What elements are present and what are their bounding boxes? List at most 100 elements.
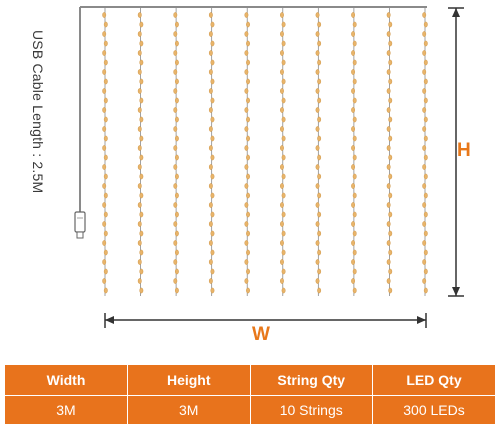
led-bulb: [138, 12, 141, 17]
led-string: [138, 7, 143, 296]
led-bulb: [246, 79, 249, 84]
led-bulb: [174, 240, 177, 245]
led-bulb: [423, 164, 426, 169]
led-bulb: [174, 259, 177, 264]
led-bulb: [389, 269, 392, 274]
led-bulb: [140, 288, 143, 293]
led-bulb: [424, 22, 427, 27]
led-bulb: [316, 164, 319, 169]
led-bulb: [245, 107, 248, 112]
led-bulb: [138, 145, 141, 150]
led-bulb: [317, 117, 320, 122]
led-bulb: [245, 164, 248, 169]
led-bulb: [175, 136, 178, 141]
led-bulb: [103, 145, 106, 150]
led-bulb: [316, 240, 319, 245]
led-bulb: [282, 155, 285, 160]
led-bulb: [175, 212, 178, 217]
led-bulb: [280, 278, 283, 283]
led-bulb: [245, 69, 248, 74]
led-bulb: [423, 126, 426, 131]
led-bulb: [317, 288, 320, 293]
led-bulb: [140, 174, 143, 179]
led-bulb: [423, 145, 426, 150]
led-bulb: [246, 269, 249, 274]
led-bulb: [103, 221, 106, 226]
led-bulb: [175, 117, 178, 122]
led-bulb: [353, 60, 356, 65]
led-bulb: [317, 136, 320, 141]
led-bulb: [138, 126, 141, 131]
led-bulb: [353, 269, 356, 274]
led-bulb: [316, 145, 319, 150]
led-bulb: [103, 126, 106, 131]
led-bulb: [104, 117, 107, 122]
led-bulb: [246, 174, 249, 179]
led-bulb: [209, 50, 212, 55]
led-bulb: [209, 126, 212, 131]
led-bulb: [104, 41, 107, 46]
led-bulb: [317, 174, 320, 179]
led-bulb: [175, 79, 178, 84]
led-bulb: [280, 50, 283, 55]
usb-plug-icon: [75, 212, 85, 238]
led-bulb: [104, 60, 107, 65]
led-bulb: [389, 193, 392, 198]
led-bulb: [245, 31, 248, 36]
led-bulb: [317, 212, 320, 217]
led-bulb: [316, 50, 319, 55]
led-bulb: [316, 31, 319, 36]
led-bulb: [174, 50, 177, 55]
led-string: [103, 7, 108, 296]
led-bulb: [104, 155, 107, 160]
led-bulb: [317, 155, 320, 160]
led-bulb: [351, 145, 354, 150]
led-bulb: [209, 183, 212, 188]
led-bulb: [351, 69, 354, 74]
led-bulb: [353, 155, 356, 160]
led-string: [280, 7, 285, 296]
usb-cable-length-text: USB Cable Length : 2.5M: [30, 30, 46, 193]
led-bulb: [138, 69, 141, 74]
led-bulb: [389, 60, 392, 65]
led-bulb: [246, 136, 249, 141]
led-bulb: [103, 107, 106, 112]
led-bulb: [245, 221, 248, 226]
led-bulb: [317, 231, 320, 236]
led-bulb: [282, 98, 285, 103]
led-bulb: [424, 117, 427, 122]
led-bulb: [104, 136, 107, 141]
led-bulb: [103, 88, 106, 93]
led-bulb: [317, 250, 320, 255]
led-bulb: [351, 88, 354, 93]
led-bulb: [209, 278, 212, 283]
led-bulb: [104, 193, 107, 198]
led-bulb: [387, 145, 390, 150]
led-bulb: [316, 202, 319, 207]
led-bulb: [316, 259, 319, 264]
led-bulb: [389, 212, 392, 217]
led-bulb: [389, 117, 392, 122]
led-bulb: [351, 183, 354, 188]
led-bulb: [138, 221, 141, 226]
led-bulb: [245, 50, 248, 55]
led-bulb: [387, 240, 390, 245]
led-bulb: [104, 231, 107, 236]
led-bulb: [174, 278, 177, 283]
led-bulb: [316, 221, 319, 226]
led-bulb: [104, 269, 107, 274]
led-bulb: [353, 136, 356, 141]
led-bulb: [423, 31, 426, 36]
led-bulb: [104, 22, 107, 27]
led-bulb: [387, 12, 390, 17]
led-bulb: [317, 98, 320, 103]
led-bulb: [211, 136, 214, 141]
led-bulb: [211, 117, 214, 122]
led-bulb: [423, 221, 426, 226]
led-bulb: [423, 50, 426, 55]
led-bulb: [423, 259, 426, 264]
led-bulb: [280, 183, 283, 188]
led-bulb: [351, 221, 354, 226]
led-bulb: [245, 240, 248, 245]
led-bulb: [424, 288, 427, 293]
